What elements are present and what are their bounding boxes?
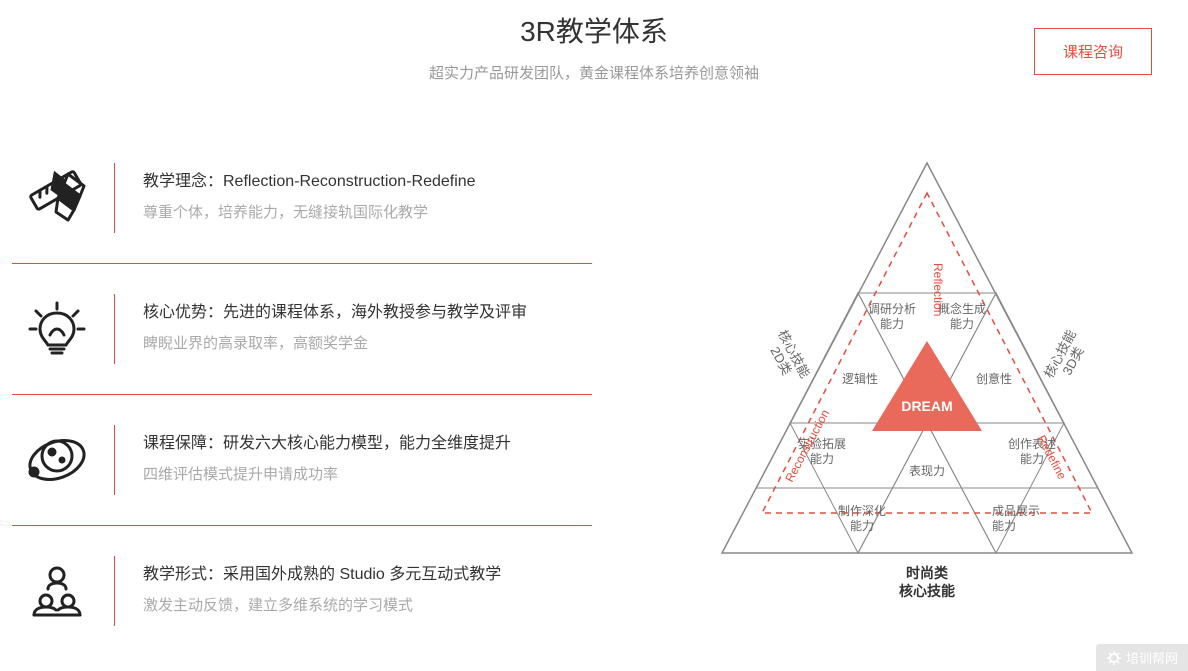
- dream-label: DREAM: [901, 398, 952, 414]
- feature-title: 教学形式：采用国外成熟的 Studio 多元互动式教学: [143, 560, 592, 584]
- svg-text:调研分析能力: 调研分析能力: [868, 302, 916, 331]
- feature-item: 教学形式：采用国外成熟的 Studio 多元互动式教学 激发主动反馈，建立多维系…: [12, 526, 592, 656]
- svg-text:逻辑性: 逻辑性: [842, 372, 878, 386]
- triangle-diagram: DREAM 调研分析能力 概念生成能力 逻辑性 创意性 实验拓展能力 创作表述能…: [682, 133, 1172, 613]
- consult-button[interactable]: 课程咨询: [1034, 28, 1152, 75]
- features-list: 教学理念：Reflection-Reconstruction-Redefine …: [12, 133, 592, 656]
- feature-item: 核心优势：先进的课程体系，海外教授参与教学及评审 睥睨业界的高录取率，高额奖学金: [12, 264, 592, 395]
- ruler-pencil-icon: [12, 163, 102, 233]
- lightbulb-icon: [12, 294, 102, 364]
- watermark: 培训帮网: [1096, 644, 1188, 671]
- svg-text:成品展示能力: 成品展示能力: [992, 504, 1040, 533]
- watermark-text: 培训帮网: [1126, 651, 1178, 666]
- feature-item: 课程保障：研发六大核心能力模型，能力全维度提升 四维评估模式提升申请成功率: [12, 395, 592, 526]
- svg-text:表现力: 表现力: [909, 464, 945, 478]
- feature-title: 课程保障：研发六大核心能力模型，能力全维度提升: [143, 429, 592, 453]
- feature-desc: 四维评估模式提升申请成功率: [143, 463, 592, 484]
- svg-text:核心技能: 核心技能: [899, 583, 955, 599]
- svg-text:创意性: 创意性: [976, 371, 1012, 386]
- svg-text:Reflection: Reflection: [931, 263, 945, 316]
- feature-desc: 尊重个体，培养能力，无缝接轨国际化教学: [143, 201, 592, 222]
- svg-text:时尚类: 时尚类: [906, 565, 949, 581]
- feature-desc: 睥睨业界的高录取率，高额奖学金: [143, 332, 592, 353]
- feature-item: 教学理念：Reflection-Reconstruction-Redefine …: [12, 133, 592, 264]
- feature-title: 教学理念：Reflection-Reconstruction-Redefine: [143, 167, 592, 191]
- feature-desc: 激发主动反馈，建立多维系统的学习模式: [143, 594, 592, 615]
- feature-title: 核心优势：先进的课程体系，海外教授参与教学及评审: [143, 298, 592, 322]
- page-subtitle: 超实力产品研发团队，黄金课程体系培养创意领袖: [0, 62, 1188, 83]
- team-icon: [12, 556, 102, 626]
- page-title: 3R教学体系: [0, 10, 1188, 50]
- orbit-icon: [12, 425, 102, 495]
